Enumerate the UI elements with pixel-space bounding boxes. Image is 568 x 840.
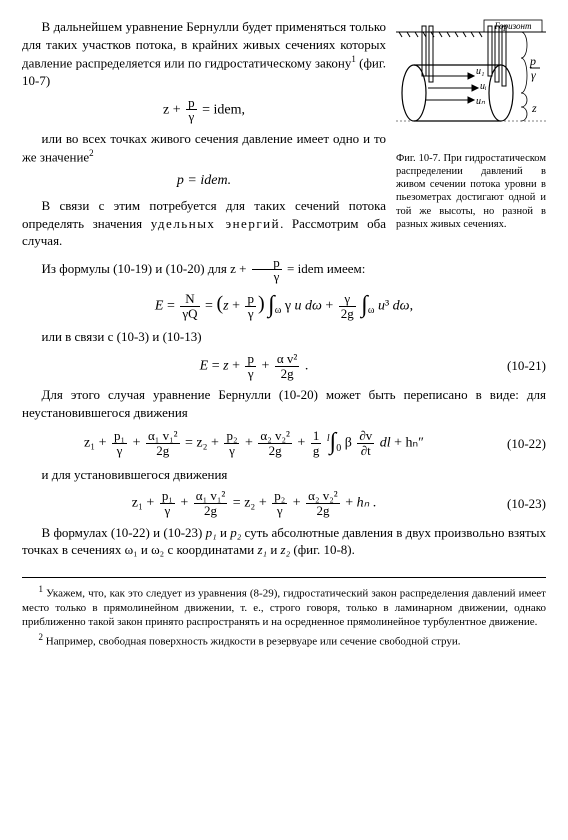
- fig-un: uₙ: [476, 96, 486, 107]
- e5a1n: α₁ v₁²: [146, 429, 180, 444]
- eq4n2: α v²: [275, 352, 299, 367]
- e5p1d: γ: [112, 444, 127, 458]
- e6a2d: 2g: [306, 504, 340, 518]
- p2-footnote-ref: 2: [89, 148, 94, 158]
- paragraph-5: или в связи с (10-3) и (10-13): [22, 328, 546, 346]
- eq3d3: 2g: [339, 307, 356, 321]
- fig-pg: p: [529, 54, 536, 68]
- eq3n2: p: [245, 292, 256, 307]
- e6p2d: γ: [272, 504, 287, 518]
- p8z1: z₁: [257, 542, 267, 557]
- e6p1d: γ: [160, 504, 175, 518]
- paragraph-6: Для этого случая уравнение Бернулли (10-…: [22, 386, 546, 421]
- e5bn: ∂v: [357, 429, 374, 444]
- p3b: удельных энергий: [151, 216, 280, 231]
- p4a: Из формулы (10-19) и (10-20) для z +: [42, 261, 250, 276]
- e5bd: ∂t: [357, 444, 374, 458]
- equation-E: E = NγQ = (z + pγ) ∫ ω γ u dω + γ2g ∫ ω …: [22, 290, 546, 322]
- fig-gamma: γ: [531, 68, 536, 82]
- eq3d1: γQ: [180, 307, 199, 321]
- p8z2: z₂: [281, 542, 291, 557]
- eq1-frac: pγ: [186, 96, 197, 124]
- eq4-number: (10-21): [486, 357, 546, 375]
- equation-10-22: z₁ + p₁γ + α₁ v₁²2g = z₂ + p₂γ + α₂ v₂²2…: [22, 427, 546, 459]
- eq1-right: = idem,: [199, 102, 245, 117]
- eq6z1: z₁: [132, 496, 143, 511]
- e5p2d: γ: [224, 444, 239, 458]
- eq6z2: z₂: [244, 496, 255, 511]
- figure-10-7-caption: Фиг. 10-7. При гидростатическом распреде…: [396, 152, 546, 231]
- p2-text: или во всех точках живого сечения давлен…: [22, 131, 386, 165]
- fig-z: z: [531, 101, 537, 115]
- equation-idem2: p = idem.: [22, 172, 386, 191]
- eq6-number: (10-23): [486, 495, 546, 513]
- e6a1d: 2g: [194, 504, 228, 518]
- eq4d1: γ: [245, 367, 256, 381]
- e5p1n: p₁: [112, 429, 127, 444]
- e6p2n: p₂: [272, 489, 287, 504]
- e6p1n: p₁: [160, 489, 175, 504]
- footnotes: 1 Укажем, что, как это следует из уравне…: [22, 577, 546, 650]
- paragraph-2: или во всех точках живого сечения давлен…: [22, 130, 386, 166]
- paragraph-8: В формулах (10-22) и (10-23) p₁ и p₂ сут…: [22, 524, 546, 559]
- e5gd: g: [311, 444, 322, 458]
- eq3n3: γ: [339, 292, 356, 307]
- paragraph-7: и для установившегося движения: [22, 466, 546, 484]
- p4b: = idem имеем:: [284, 261, 366, 276]
- eq4d2: 2g: [275, 367, 299, 381]
- p4d: γ: [252, 270, 282, 284]
- paragraph-1: В дальнейшем уравнение Бернулли будет пр…: [22, 18, 386, 90]
- p8p1: p₁: [206, 525, 217, 540]
- e5hn: hₙ″: [406, 436, 424, 451]
- p8and2: и: [267, 542, 280, 557]
- eq4n1: p: [245, 352, 256, 367]
- fig-ui: uᵢ: [480, 81, 487, 92]
- e5a2d: 2g: [258, 444, 292, 458]
- equation-idem1: z + pγ = idem,: [22, 96, 386, 124]
- e6a2n: α₂ v₂²: [306, 489, 340, 504]
- p8a: В формулах (10-22) и (10-23): [42, 525, 206, 540]
- fn1-text: Укажем, что, как это следует из уравнени…: [22, 587, 546, 628]
- fn2-text: Например, свободная поверхность жидкости…: [43, 636, 461, 648]
- e5gn: 1: [311, 429, 322, 444]
- fig-u1: u₁: [476, 66, 484, 77]
- equation-10-23: z₁ + p₁γ + α₁ v₁²2g = z₂ + p₂γ + α₂ v₂²2…: [22, 489, 546, 517]
- e5a2n: α₂ v₂²: [258, 429, 292, 444]
- eq5-number: (10-22): [486, 435, 546, 453]
- eq5z2: z₂: [196, 436, 207, 451]
- figure-10-7: Горизонт u₁: [396, 18, 546, 148]
- p8and1: и: [217, 525, 231, 540]
- eq1-left: z +: [163, 102, 184, 117]
- eq1-n: p: [186, 96, 197, 111]
- p4n: p: [252, 256, 282, 271]
- eq3n1: N: [180, 292, 199, 307]
- eq1-d: γ: [186, 110, 197, 124]
- paragraph-3: В связи с этим потребуется для таких сеч…: [22, 197, 386, 250]
- eq2-text: p = idem.: [177, 173, 231, 188]
- p8c: (фиг. 10-8).: [290, 542, 355, 557]
- p4-frac: pγ: [252, 256, 282, 284]
- e6a1n: α₁ v₁²: [194, 489, 228, 504]
- p1-text: В дальнейшем уравнение Бернулли будет пр…: [22, 19, 386, 70]
- equation-10-21: E = z + pγ + α v²2g . (10-21): [22, 352, 546, 380]
- e5a1d: 2g: [146, 444, 180, 458]
- eq5z1: z₁: [84, 436, 95, 451]
- e5p2n: p₂: [224, 429, 239, 444]
- eq3d2: γ: [245, 307, 256, 321]
- paragraph-4: Из формулы (10-19) и (10-20) для z + pγ …: [22, 256, 546, 284]
- p8p2: p₂: [230, 525, 241, 540]
